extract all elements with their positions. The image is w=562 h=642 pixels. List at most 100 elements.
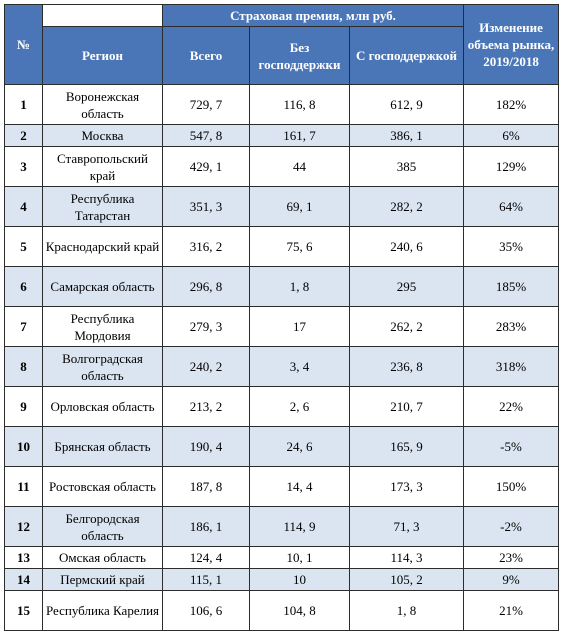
- row-without-support: 1, 8: [249, 266, 350, 307]
- row-total: 429, 1: [162, 146, 250, 187]
- row-total: 213, 2: [162, 386, 250, 427]
- row-region: Республика Татарстан: [42, 186, 163, 227]
- row-with-support: 210, 7: [348, 386, 465, 427]
- row-region: Москва: [42, 124, 163, 147]
- row-with-support: 385: [348, 146, 465, 187]
- row-market-change: 318%: [463, 346, 560, 387]
- row-total: 351, 3: [162, 186, 250, 227]
- row-with-support: 612, 9: [348, 84, 465, 125]
- row-total: 296, 8: [162, 266, 250, 307]
- row-number: 7: [4, 306, 43, 347]
- table-row: 4 Республика Татарстан 351, 3 69, 1 282, 2 64…: [4, 186, 560, 227]
- row-without-support: 2, 6: [249, 386, 350, 427]
- row-number: 6: [4, 266, 43, 307]
- header-premium-group: Страховая премия, млн руб.: [161, 4, 465, 27]
- row-with-support: 1, 8: [348, 590, 465, 631]
- row-total: 115, 1: [162, 568, 250, 591]
- row-total: 124, 4: [162, 546, 250, 569]
- table-row: 15 Республика Карелия 106, 6 104, 8 1, 8 21%: [4, 590, 560, 631]
- table-row: 5 Краснодарский край 316, 2 75, 6 240, 6 35%: [4, 226, 560, 267]
- table-row: 6 Самарская область 296, 8 1, 8 295 185%: [4, 266, 560, 307]
- row-market-change: 23%: [463, 546, 560, 569]
- row-total: 547, 8: [162, 124, 250, 147]
- row-region: Волгоградская область: [42, 346, 163, 387]
- row-total: 106, 6: [162, 590, 250, 631]
- row-without-support: 10: [249, 568, 350, 591]
- row-number: 12: [4, 506, 43, 547]
- header-number: №: [4, 4, 43, 85]
- row-number: 2: [4, 124, 43, 147]
- row-without-support: 14, 4: [249, 466, 350, 507]
- row-with-support: 114, 3: [348, 546, 465, 569]
- header-with-support: С господдержкой: [348, 26, 465, 85]
- row-number: 5: [4, 226, 43, 267]
- header-market-change: Изменение объема рынка, 2019/2018: [463, 4, 560, 85]
- row-market-change: 6%: [463, 124, 560, 147]
- row-total: 316, 2: [162, 226, 250, 267]
- row-market-change: 150%: [463, 466, 560, 507]
- row-market-change: -2%: [463, 506, 560, 547]
- table-body: 1 Воронежская область 729, 7 116, 8 612, 9 18…: [4, 84, 560, 631]
- row-market-change: 185%: [463, 266, 560, 307]
- table-row: 14 Пермский край 115, 1 10 105, 2 9%: [4, 568, 560, 591]
- row-number: 11: [4, 466, 43, 507]
- row-with-support: 236, 8: [348, 346, 465, 387]
- header-region: Регион: [42, 26, 163, 85]
- row-market-change: -5%: [463, 426, 560, 467]
- row-without-support: 75, 6: [249, 226, 350, 267]
- header-blank: [42, 4, 163, 27]
- row-number: 10: [4, 426, 43, 467]
- table-row: 9 Орловская область 213, 2 2, 6 210, 7 22%: [4, 386, 560, 427]
- row-total: 186, 1: [162, 506, 250, 547]
- row-total: 729, 7: [162, 84, 250, 125]
- row-region: Республика Карелия: [42, 590, 163, 631]
- row-with-support: 105, 2: [348, 568, 465, 591]
- row-without-support: 3, 4: [249, 346, 350, 387]
- table-row: 12 Белгородская область 186, 1 114, 9 71, 3-…: [4, 506, 560, 547]
- row-with-support: 262, 2: [348, 306, 465, 347]
- row-market-change: 35%: [463, 226, 560, 267]
- table-row: 3 Ставропольский край 429, 1 44 385 129%: [4, 146, 560, 187]
- table-row: 1 Воронежская область 729, 7 116, 8 612, 9 18…: [4, 84, 560, 125]
- row-total: 187, 8: [162, 466, 250, 507]
- row-without-support: 114, 9: [249, 506, 350, 547]
- row-number: 8: [4, 346, 43, 387]
- row-number: 1: [4, 84, 43, 125]
- row-without-support: 24, 6: [249, 426, 350, 467]
- row-region: Пермский край: [42, 568, 163, 591]
- row-with-support: 71, 3: [348, 506, 465, 547]
- row-region: Краснодарский край: [42, 226, 163, 267]
- row-region: Ростовская область: [42, 466, 163, 507]
- row-region: Самарская область: [42, 266, 163, 307]
- row-region: Республика Мордовия: [42, 306, 163, 347]
- row-total: 190, 4: [162, 426, 250, 467]
- row-with-support: 282, 2: [348, 186, 465, 227]
- table-row: 8 Волгоградская область 240, 2 3, 4 236, 8 31…: [4, 346, 560, 387]
- row-number: 9: [4, 386, 43, 427]
- row-market-change: 129%: [463, 146, 560, 187]
- row-without-support: 17: [249, 306, 350, 347]
- row-region: Омская область: [42, 546, 163, 569]
- row-total: 279, 3: [162, 306, 250, 347]
- row-with-support: 386, 1: [348, 124, 465, 147]
- row-number: 13: [4, 546, 43, 569]
- table-row: 10 Брянская область 190, 4 24, 6 165, 9 -5%: [4, 426, 560, 467]
- row-market-change: 9%: [463, 568, 560, 591]
- row-without-support: 116, 8: [249, 84, 350, 125]
- row-without-support: 10, 1: [249, 546, 350, 569]
- row-market-change: 64%: [463, 186, 560, 227]
- row-with-support: 165, 9: [348, 426, 465, 467]
- header-without-support: Без господдержки: [249, 26, 350, 85]
- insurance-premium-table: № Страховая премия, млн руб. Изменение о…: [4, 4, 560, 631]
- row-without-support: 104, 8: [249, 590, 350, 631]
- row-number: 15: [4, 590, 43, 631]
- table-row: 13 Омская область 124, 4 10, 1 114, 3 23%: [4, 546, 560, 569]
- row-without-support: 44: [249, 146, 350, 187]
- row-region: Ставропольский край: [42, 146, 163, 187]
- row-market-change: 283%: [463, 306, 560, 347]
- row-number: 4: [4, 186, 43, 227]
- row-number: 3: [4, 146, 43, 187]
- table-row: 7 Республика Мордовия 279, 3 17 262, 2 283%: [4, 306, 560, 347]
- header-total: Всего: [162, 26, 250, 85]
- table-row: 2 Москва 547, 8 161, 7 386, 1 6%: [4, 124, 560, 147]
